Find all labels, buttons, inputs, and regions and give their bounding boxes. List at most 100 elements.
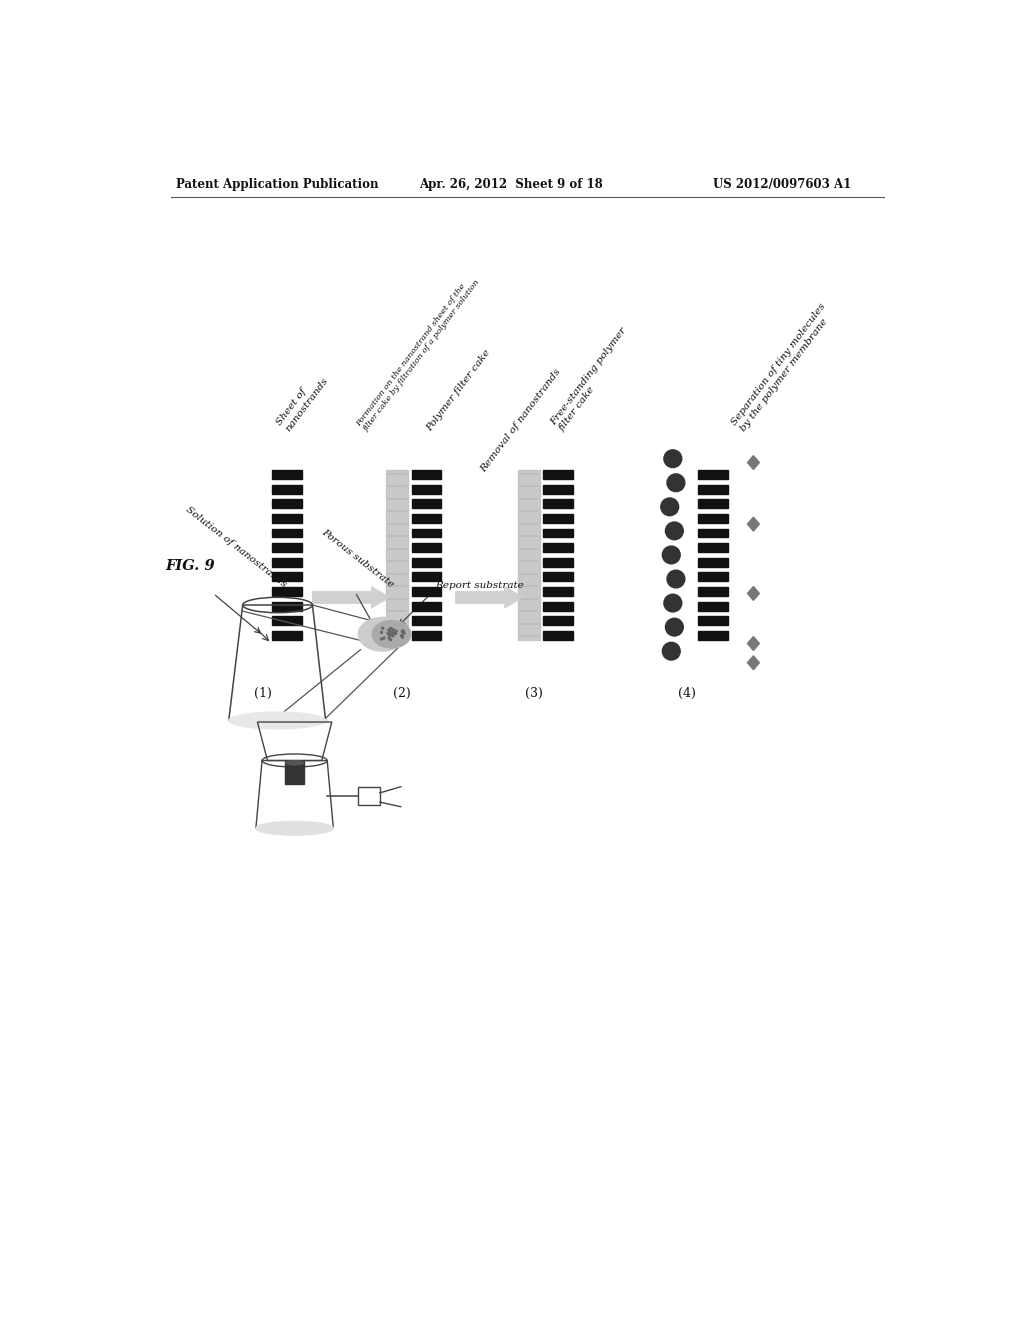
Bar — [698, 587, 728, 595]
Circle shape — [667, 570, 685, 587]
Bar — [544, 499, 572, 508]
Bar — [312, 591, 372, 603]
Circle shape — [400, 635, 402, 636]
Bar — [272, 631, 302, 640]
Text: Formation on the nanostrand sheet of the
filter cake by filtration of a polymer : Formation on the nanostrand sheet of the… — [354, 273, 481, 433]
Circle shape — [381, 638, 382, 640]
Circle shape — [383, 638, 385, 639]
Bar — [544, 573, 572, 581]
Text: Patent Application Publication: Patent Application Publication — [176, 178, 379, 190]
Text: Free-standing polymer
filter cake: Free-standing polymer filter cake — [549, 326, 637, 433]
Circle shape — [392, 632, 393, 634]
Polygon shape — [372, 586, 390, 609]
Circle shape — [390, 632, 392, 635]
Bar — [518, 470, 540, 640]
Bar — [412, 499, 441, 508]
Bar — [272, 513, 302, 523]
Circle shape — [394, 632, 396, 635]
Bar — [412, 587, 441, 595]
Bar — [698, 513, 728, 523]
Circle shape — [388, 630, 390, 631]
Bar — [412, 470, 441, 479]
Circle shape — [390, 639, 391, 640]
Circle shape — [392, 635, 394, 636]
Circle shape — [403, 632, 406, 634]
Polygon shape — [748, 455, 760, 470]
Circle shape — [402, 631, 404, 634]
Bar — [272, 484, 302, 494]
Text: Porous substrate: Porous substrate — [321, 528, 395, 590]
Ellipse shape — [358, 618, 407, 651]
Text: US 2012/0097603 A1: US 2012/0097603 A1 — [713, 178, 851, 190]
Circle shape — [666, 521, 683, 540]
Bar — [544, 544, 572, 552]
Bar — [544, 587, 572, 595]
Bar — [272, 499, 302, 508]
Bar — [386, 470, 408, 640]
Circle shape — [388, 634, 390, 636]
Bar — [412, 573, 441, 581]
Bar — [272, 544, 302, 552]
Ellipse shape — [228, 711, 326, 729]
Bar — [544, 470, 572, 479]
Bar — [412, 528, 441, 537]
Circle shape — [390, 634, 392, 635]
Circle shape — [381, 631, 382, 634]
Ellipse shape — [286, 760, 304, 766]
Text: Report substrate: Report substrate — [435, 581, 523, 590]
Polygon shape — [505, 586, 523, 609]
Text: Polymer filter cake: Polymer filter cake — [425, 348, 493, 433]
Bar — [544, 631, 572, 640]
Polygon shape — [748, 656, 760, 669]
Bar — [286, 762, 304, 784]
Bar — [412, 558, 441, 566]
Bar — [455, 591, 505, 603]
Bar — [544, 602, 572, 611]
Polygon shape — [748, 517, 760, 531]
Text: Apr. 26, 2012  Sheet 9 of 18: Apr. 26, 2012 Sheet 9 of 18 — [419, 178, 602, 190]
Bar — [698, 616, 728, 626]
Circle shape — [664, 450, 682, 467]
Bar — [544, 528, 572, 537]
Circle shape — [660, 498, 679, 516]
Circle shape — [389, 634, 391, 636]
Bar — [698, 484, 728, 494]
Ellipse shape — [256, 821, 334, 836]
Circle shape — [388, 628, 390, 631]
Bar — [412, 631, 441, 640]
Bar — [698, 558, 728, 566]
Polygon shape — [748, 586, 760, 601]
Circle shape — [382, 627, 384, 630]
Circle shape — [401, 631, 403, 632]
Bar — [544, 513, 572, 523]
Bar — [544, 558, 572, 566]
Circle shape — [390, 627, 392, 630]
Bar — [412, 544, 441, 552]
Circle shape — [664, 594, 682, 612]
Circle shape — [393, 632, 394, 634]
Bar — [272, 587, 302, 595]
Bar — [544, 484, 572, 494]
Circle shape — [401, 635, 402, 636]
Text: (3): (3) — [524, 688, 543, 701]
Bar — [698, 470, 728, 479]
Circle shape — [392, 628, 394, 631]
Bar — [272, 470, 302, 479]
Bar — [544, 616, 572, 626]
Bar — [412, 484, 441, 494]
Text: (4): (4) — [678, 688, 696, 701]
Bar — [272, 528, 302, 537]
Circle shape — [667, 474, 685, 491]
Circle shape — [666, 618, 683, 636]
Text: Solution of nanostrands: Solution of nanostrands — [183, 506, 288, 590]
Bar — [272, 616, 302, 626]
Circle shape — [389, 630, 391, 632]
Circle shape — [388, 638, 390, 639]
Polygon shape — [748, 636, 760, 651]
Circle shape — [391, 632, 393, 634]
Ellipse shape — [372, 620, 411, 648]
Bar — [698, 631, 728, 640]
Text: Removal of nanostrands: Removal of nanostrands — [479, 367, 562, 474]
Circle shape — [395, 630, 397, 632]
Bar — [412, 616, 441, 626]
